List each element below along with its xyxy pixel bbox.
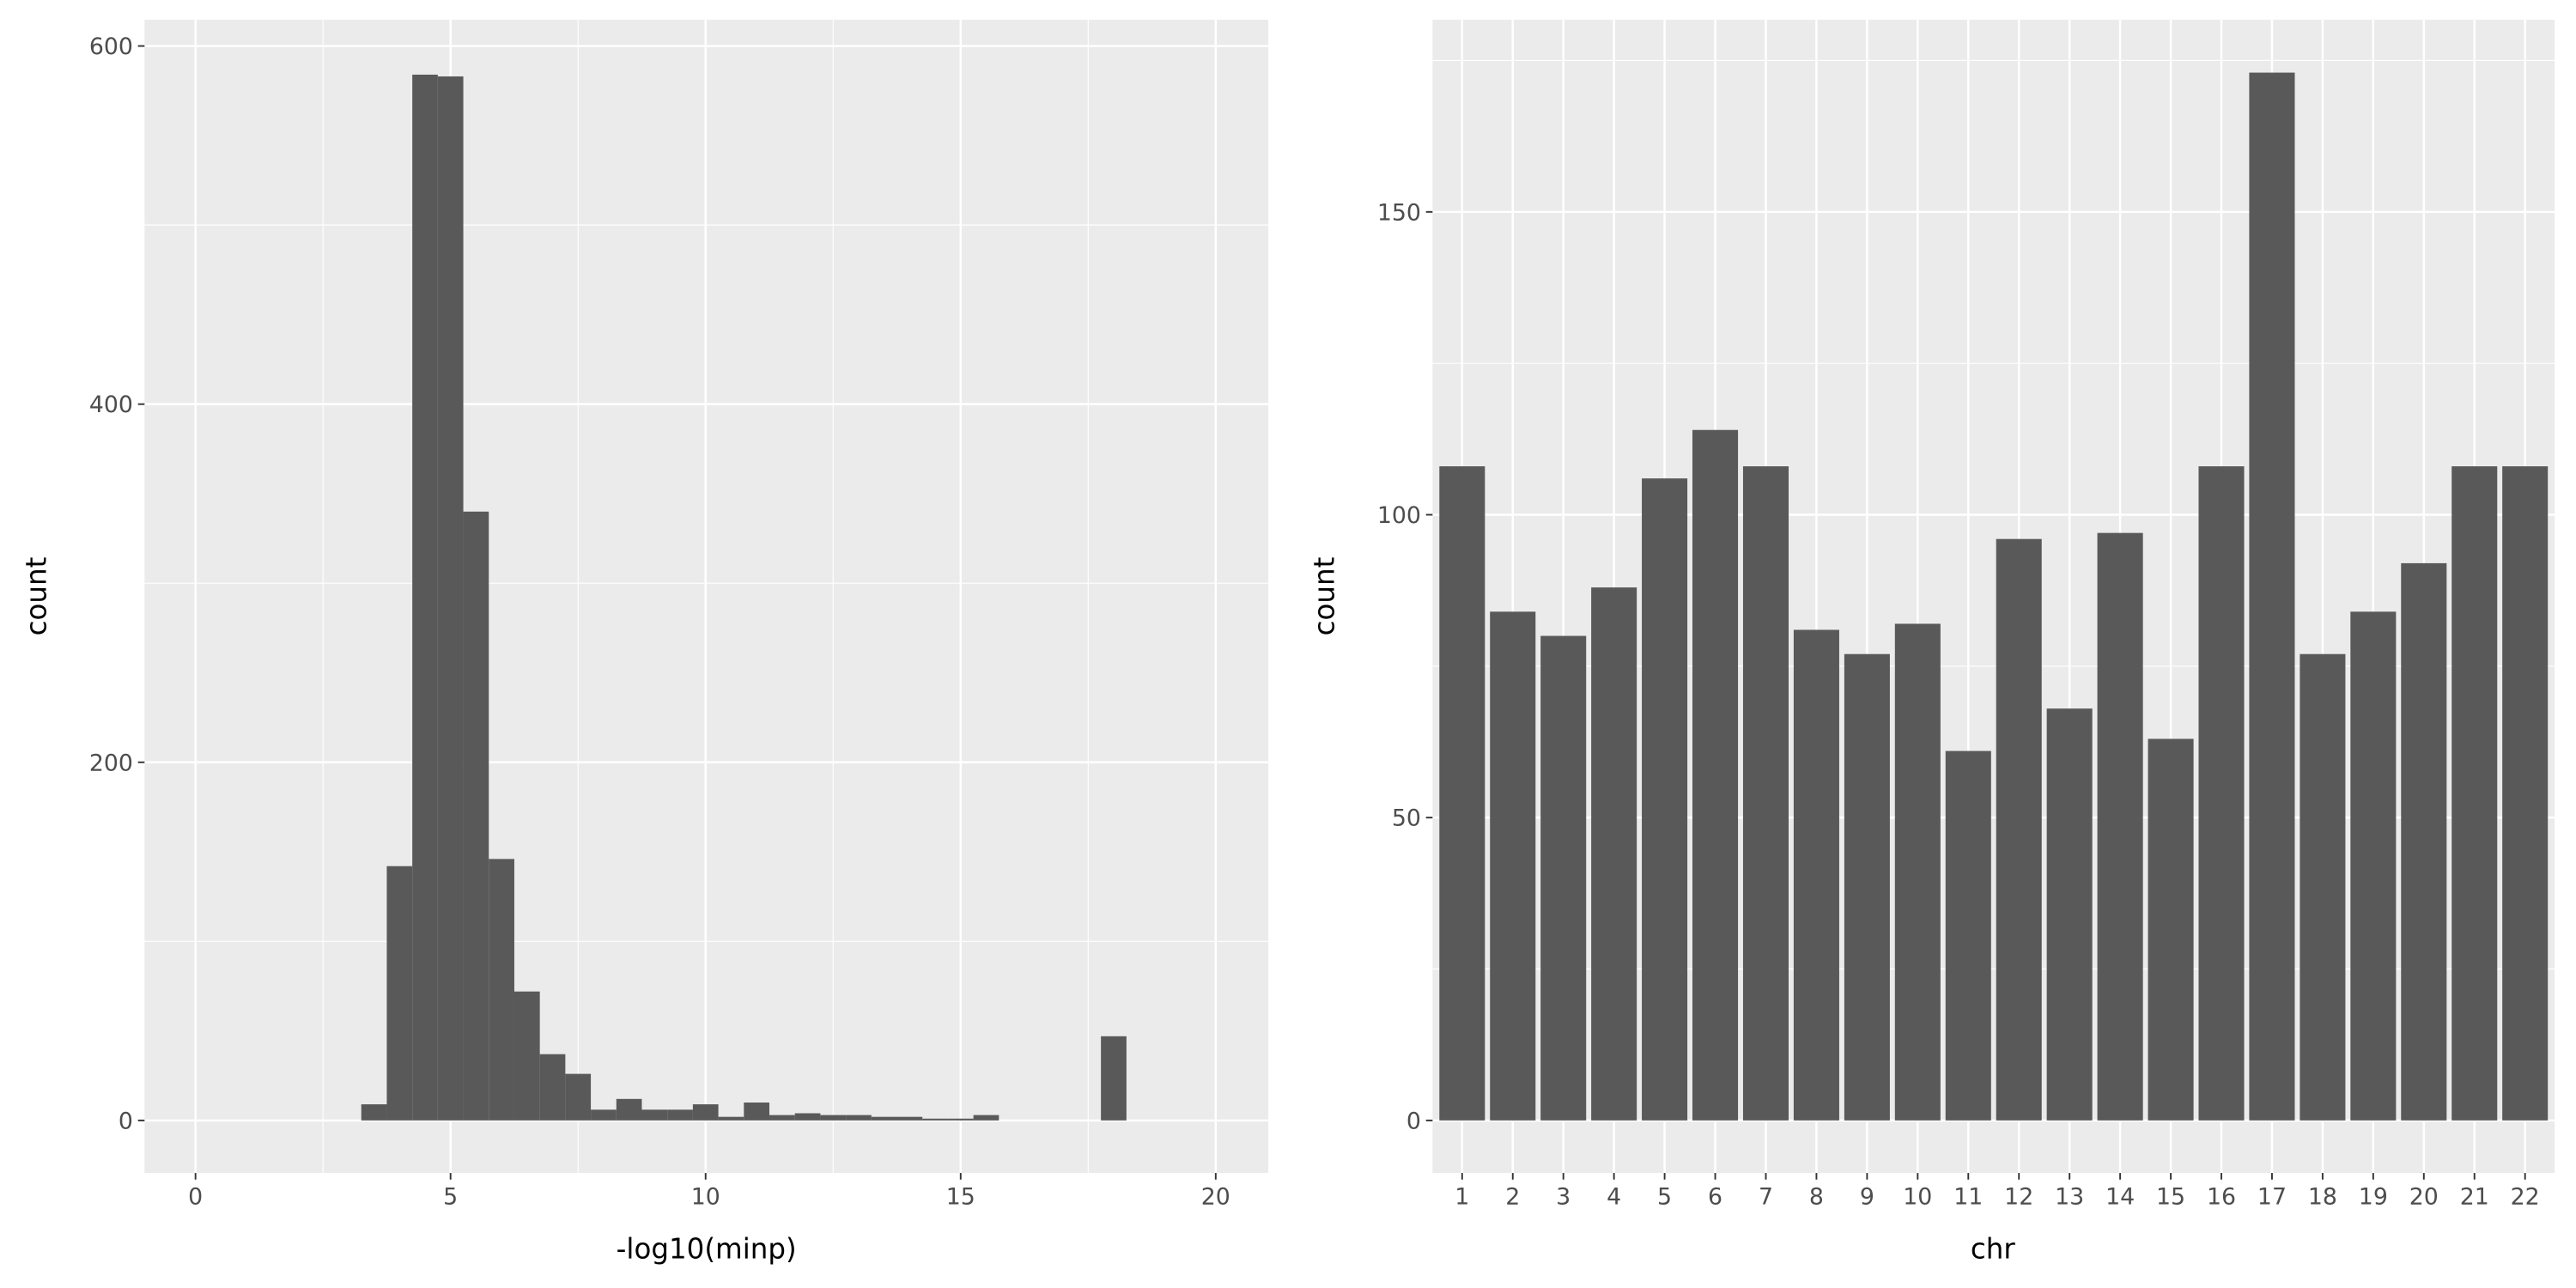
chr-x-tick-label: 8 — [1809, 1183, 1824, 1210]
chr-y-axis-title: count — [1309, 557, 1341, 636]
hist-x-tick-label: 20 — [1201, 1183, 1230, 1210]
chr-x-tick-label: 5 — [1657, 1183, 1672, 1210]
chr-bar-13 — [2046, 708, 2093, 1121]
chr-x-tick-label: 21 — [2460, 1183, 2489, 1210]
chr-bar-7 — [1742, 466, 1789, 1121]
histogram-bar — [361, 1104, 387, 1121]
histogram-bar — [386, 866, 413, 1121]
histogram-bar — [692, 1104, 719, 1121]
hist-x-tick-label: 10 — [691, 1183, 720, 1210]
hist-y-tick-label: 200 — [89, 750, 133, 776]
chr-x-tick-label: 1 — [1455, 1183, 1469, 1210]
hist-y-tick-label: 400 — [89, 392, 133, 418]
histogram-bar — [896, 1116, 923, 1121]
histogram-bar — [616, 1098, 642, 1121]
chr-y-tick-label: 0 — [1406, 1108, 1421, 1134]
hist-y-axis-title: count — [21, 557, 53, 636]
chr-x-tick-label: 2 — [1505, 1183, 1520, 1210]
chr-x-tick-label: 14 — [2105, 1183, 2135, 1210]
histogram-bar — [744, 1102, 770, 1121]
histogram-bar — [437, 76, 464, 1121]
chr-x-tick-label: 17 — [2257, 1183, 2287, 1210]
histogram-bar — [641, 1109, 668, 1121]
chr-bar-6 — [1692, 429, 1739, 1121]
hist-x-tick-label: 5 — [443, 1183, 458, 1210]
chr-x-tick-label: 6 — [1708, 1183, 1722, 1210]
chr-x-tick-label: 15 — [2156, 1183, 2185, 1210]
chr-bar-20 — [2401, 562, 2447, 1121]
chr-bar-3 — [1540, 635, 1587, 1121]
hist-x-tick-label: 0 — [188, 1183, 203, 1210]
histogram-bar — [667, 1109, 693, 1121]
chr-y-tick-label: 100 — [1377, 502, 1421, 529]
histogram-bar — [922, 1118, 948, 1121]
histogram-bar — [769, 1115, 795, 1121]
chr-bar-18 — [2300, 653, 2346, 1121]
hist-x-tick-label: 15 — [946, 1183, 975, 1210]
chr-bar-11 — [1945, 750, 1991, 1121]
chr-x-axis-title: chr — [1971, 1233, 2015, 1266]
chr-x-tick-label: 16 — [2207, 1183, 2236, 1210]
chr-x-tick-label: 9 — [1860, 1183, 1874, 1210]
histogram-bar — [820, 1115, 847, 1121]
chr-y-tick-label: 150 — [1377, 199, 1421, 226]
chr-bar-15 — [2148, 738, 2194, 1121]
histogram-bar — [463, 511, 489, 1121]
hist-x-axis-title: -log10(minp) — [617, 1233, 797, 1266]
histogram-bar — [489, 859, 514, 1121]
chr-x-tick-label: 10 — [1903, 1183, 1932, 1210]
chr-x-tick-label: 3 — [1556, 1183, 1571, 1210]
chr-x-tick-label: 18 — [2308, 1183, 2337, 1210]
hist-y-tick-label: 600 — [89, 33, 133, 60]
histogram-bar — [539, 1054, 566, 1121]
chr-bar-14 — [2097, 532, 2143, 1121]
chr-bar-1 — [1439, 466, 1485, 1121]
chr-bar-4 — [1591, 587, 1637, 1121]
histogram-panel: 0 200 400 600 0 5 10 15 20 — [89, 19, 1269, 1210]
chr-x-tick-label: 12 — [2004, 1183, 2033, 1210]
chr-bar-16 — [2198, 466, 2245, 1121]
histogram-bar — [1101, 1036, 1127, 1121]
histogram-bar — [846, 1115, 872, 1121]
chr-bar-10 — [1894, 623, 1941, 1121]
histogram-bar — [871, 1116, 897, 1121]
chr-x-tick-label: 4 — [1607, 1183, 1621, 1210]
chr-x-tick-label: 19 — [2359, 1183, 2388, 1210]
chr-bar-21 — [2451, 466, 2498, 1121]
histogram-bar — [947, 1118, 974, 1121]
chr-y-tick-label: 50 — [1392, 805, 1421, 832]
chr-bar-8 — [1793, 629, 1839, 1121]
chr-bar-22 — [2502, 466, 2549, 1121]
chr-bar-12 — [1996, 538, 2042, 1121]
chr-x-tick-label: 22 — [2511, 1183, 2540, 1210]
chr-x-tick-label: 20 — [2409, 1183, 2439, 1210]
chr-x-tick-label: 13 — [2055, 1183, 2084, 1210]
histogram-bar — [794, 1113, 821, 1121]
histogram-bar — [973, 1115, 999, 1121]
chr-bar-9 — [1844, 653, 1890, 1121]
chr-bar-19 — [2350, 611, 2397, 1121]
histogram-bar — [513, 991, 540, 1121]
chr-bar-5 — [1642, 478, 1688, 1121]
chr-x-tick-label: 11 — [1953, 1183, 1983, 1210]
chr-bar-17 — [2249, 72, 2295, 1121]
chr-bar-2 — [1490, 611, 1536, 1121]
chr-x-tick-label: 7 — [1759, 1183, 1773, 1210]
histogram-bar — [565, 1073, 592, 1121]
hist-y-tick-label: 0 — [118, 1108, 133, 1134]
histogram-bar — [591, 1109, 617, 1121]
histogram-bar — [718, 1116, 744, 1121]
histogram-bar — [412, 74, 438, 1121]
